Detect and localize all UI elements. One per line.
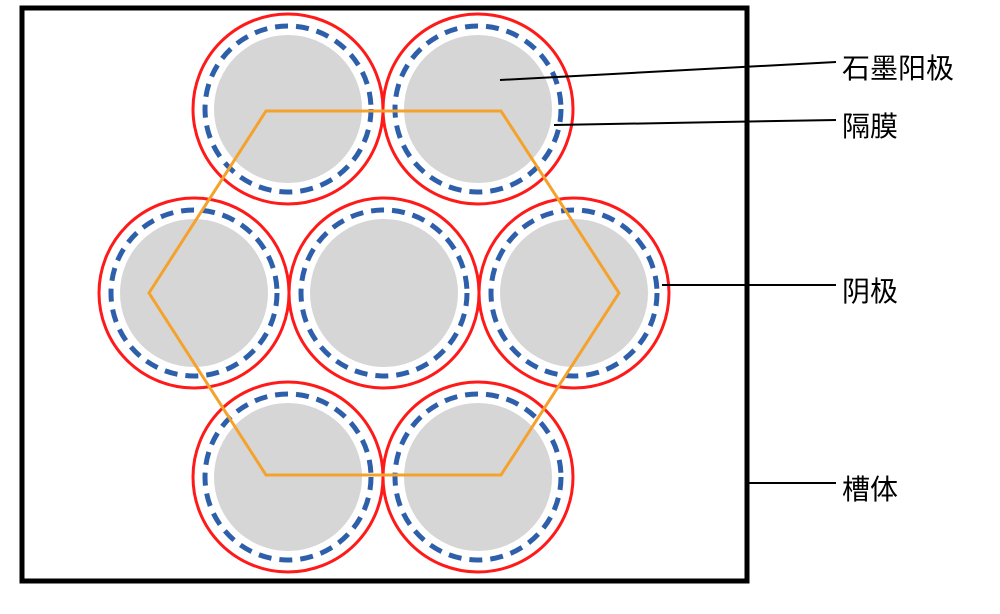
label-tank: 槽体 xyxy=(842,468,898,508)
label-anode-text: 石墨阳极 xyxy=(842,53,954,84)
diagram-canvas: 石墨阳极 隔膜 阴极 槽体 xyxy=(0,0,1000,614)
label-anode: 石墨阳极 xyxy=(842,47,954,87)
label-cathode-text: 阴极 xyxy=(842,276,898,307)
label-membrane-text: 隔膜 xyxy=(842,111,898,142)
label-tank-text: 槽体 xyxy=(842,474,898,505)
label-membrane: 隔膜 xyxy=(842,105,898,145)
label-cathode: 阴极 xyxy=(842,270,898,310)
